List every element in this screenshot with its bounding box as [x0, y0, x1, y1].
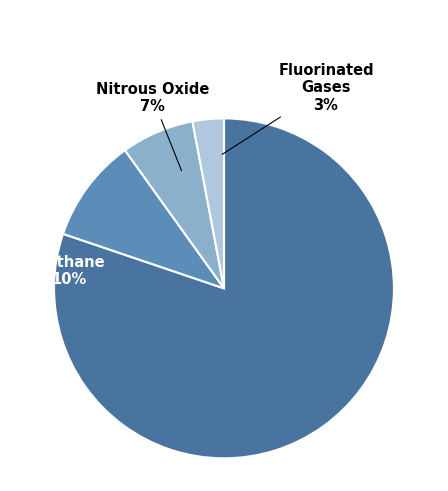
- Wedge shape: [63, 150, 224, 288]
- Wedge shape: [193, 118, 224, 288]
- Text: Overview of Greenhouse Gas Emissions in 2018: Overview of Greenhouse Gas Emissions in …: [0, 19, 448, 38]
- Text: Fluorinated
Gases
3%: Fluorinated Gases 3%: [222, 63, 374, 154]
- Text: Nitrous Oxide
7%: Nitrous Oxide 7%: [96, 82, 209, 171]
- Wedge shape: [54, 118, 394, 458]
- Wedge shape: [125, 121, 224, 288]
- Text: Methane
10%: Methane 10%: [33, 255, 105, 287]
